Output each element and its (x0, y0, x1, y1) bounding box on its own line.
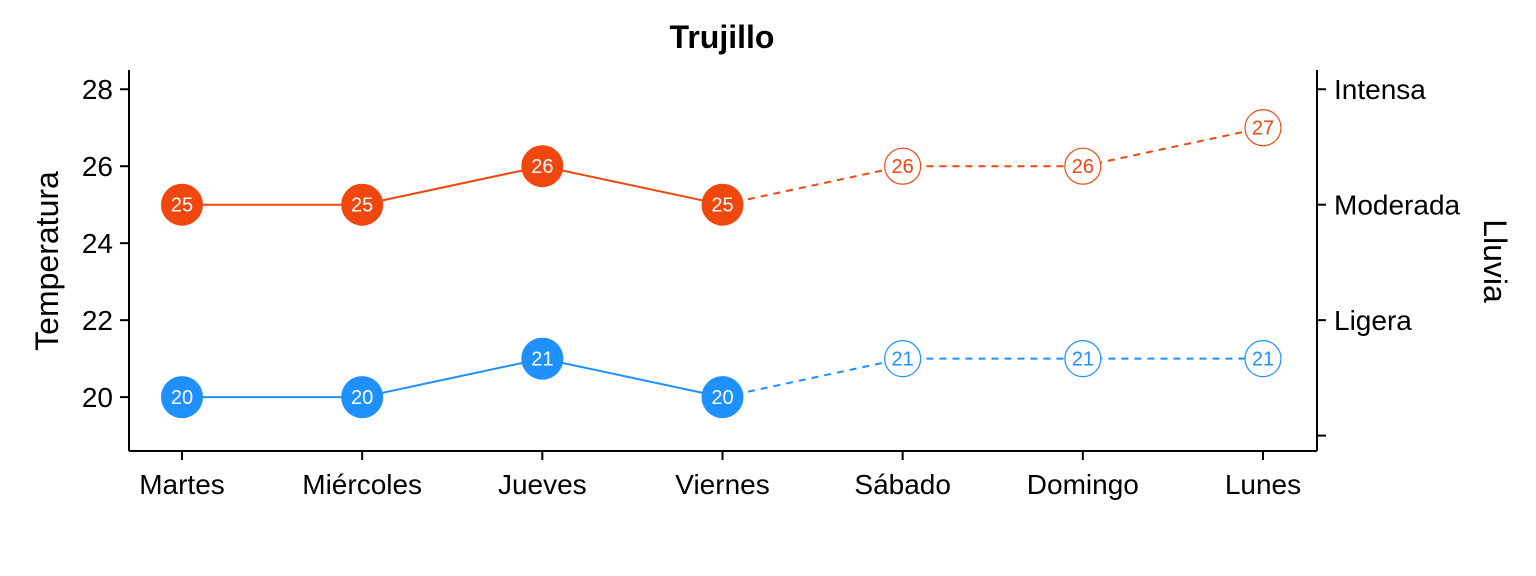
data-point (1244, 340, 1282, 378)
series-line-observed (182, 357, 723, 399)
data-point (341, 376, 384, 419)
x-tick-label: Jueves (498, 469, 587, 500)
data-point (521, 145, 564, 188)
data-label: 21 (1072, 349, 1094, 371)
y2-tick-label: Ligera (1334, 305, 1412, 336)
data-point (1064, 340, 1102, 378)
data-point (884, 147, 922, 185)
y2-tick-label: Moderada (1334, 190, 1461, 221)
y2-tick-label: Intensa (1334, 74, 1426, 105)
y-tick-label: 20 (82, 382, 113, 413)
x-tick-label: Lunes (1225, 469, 1301, 500)
series-points: 25 25 26 25 26 26 27 20 20 21 20 21 21 21 (161, 109, 1282, 419)
data-point (161, 376, 203, 419)
data-label: 26 (531, 156, 553, 178)
data-label: 21 (892, 349, 914, 371)
data-point (884, 340, 922, 378)
chart-title: Trujillo (670, 19, 775, 55)
x-tick-label: Miércoles (302, 469, 422, 500)
x-tick-label: Viernes (675, 469, 769, 500)
series-line-observed (182, 165, 723, 206)
data-point (341, 183, 384, 226)
data-point (1064, 147, 1102, 185)
data-point (161, 183, 203, 226)
y-tick-label: 28 (82, 74, 113, 105)
data-label: 26 (1072, 156, 1094, 178)
y-tick-label: 26 (82, 151, 113, 182)
data-point (701, 183, 744, 226)
series-line-forecast (722, 357, 1263, 399)
axes: 20 22 24 26 28 Ligera Moderada Intensa Martes Mié… (82, 70, 1461, 500)
data-label: 20 (711, 387, 733, 409)
series-line-forecast (722, 126, 1264, 206)
data-label: 20 (351, 387, 373, 409)
y-tick-label: 22 (82, 305, 113, 336)
data-label: 21 (1252, 349, 1274, 371)
data-label: 26 (892, 156, 914, 178)
y2-axis-title: Lluvia (1477, 219, 1513, 303)
data-label: 20 (171, 387, 193, 409)
data-point (701, 376, 744, 419)
x-tick-label: Sábado (854, 469, 951, 500)
x-tick-label: Domingo (1027, 469, 1139, 500)
x-tick-label: Martes (139, 469, 225, 500)
data-label: 25 (171, 195, 193, 217)
y-axis-title: Temperatura (29, 171, 65, 351)
data-label: 27 (1252, 118, 1274, 140)
data-label: 21 (531, 349, 553, 371)
data-label: 25 (711, 195, 733, 217)
data-point (521, 337, 564, 380)
series-lines (182, 126, 1264, 399)
data-label: 25 (351, 195, 373, 217)
y-tick-label: 24 (82, 228, 113, 259)
data-point (1244, 109, 1282, 147)
